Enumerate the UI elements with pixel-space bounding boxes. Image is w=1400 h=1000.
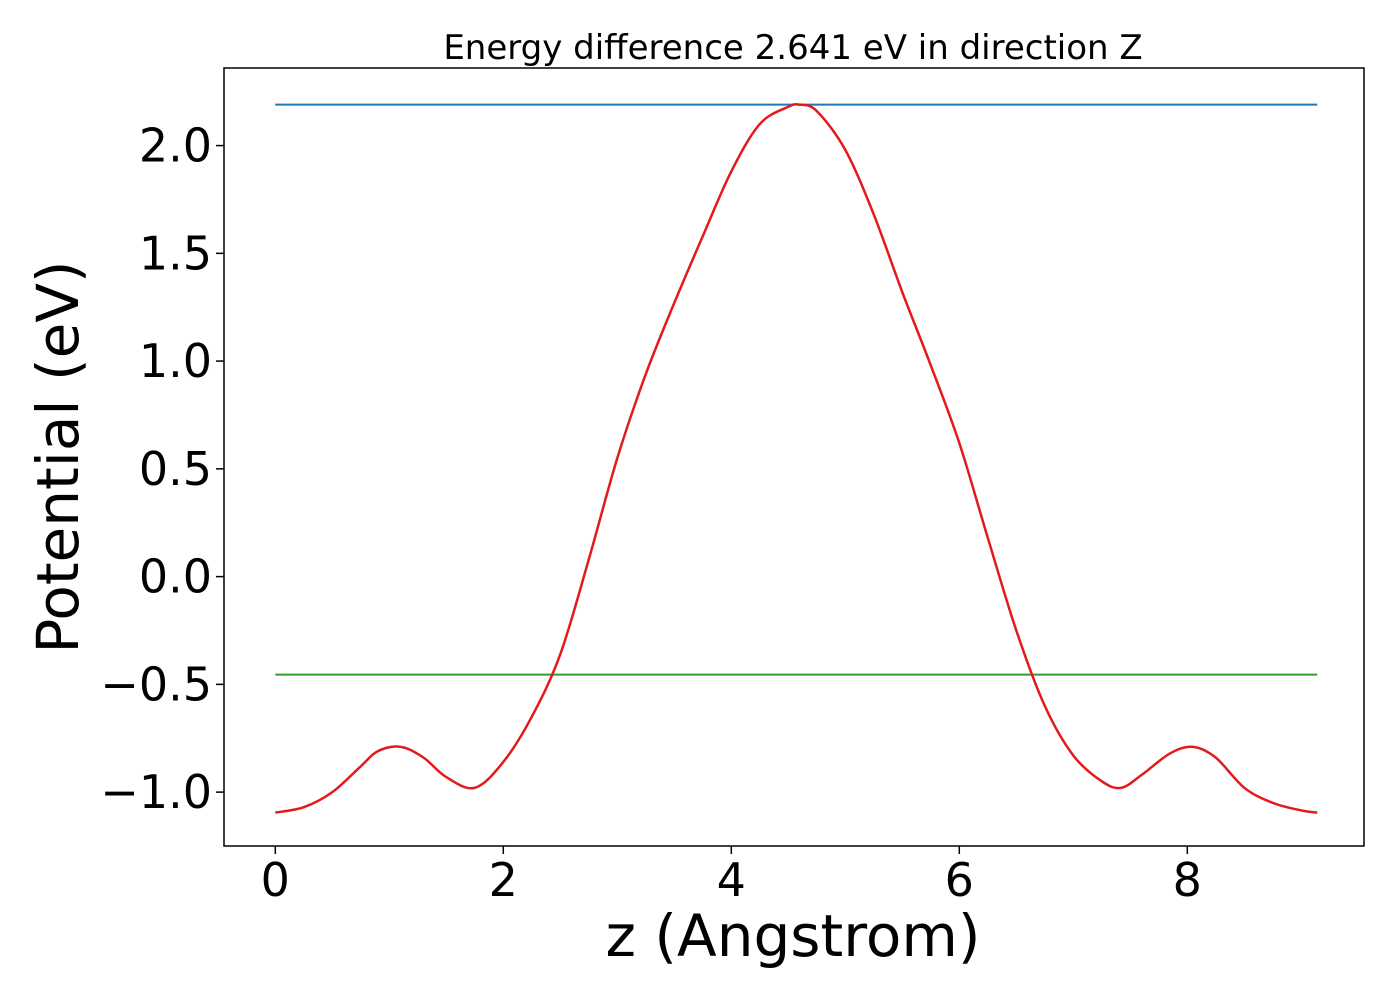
x-tick-label: 8 xyxy=(1173,853,1202,907)
y-tick-label: 2.0 xyxy=(139,119,212,173)
chart-title: Energy difference 2.641 eV in direction … xyxy=(443,28,1142,68)
series-layer xyxy=(275,102,1318,814)
y-tick-label: 1.5 xyxy=(139,226,212,280)
series-line-2 xyxy=(275,102,1318,814)
x-axis-label: z (Angstrom) xyxy=(606,902,981,970)
x-tick-label: 2 xyxy=(489,853,518,907)
y-tick-label: −0.5 xyxy=(100,657,212,711)
y-axis-label: Potential (eV) xyxy=(24,260,92,653)
y-tick-label: 1.0 xyxy=(139,334,212,388)
plot-area xyxy=(223,67,1365,847)
x-tick-label: 0 xyxy=(261,853,290,907)
x-tick-label: 4 xyxy=(717,853,746,907)
y-axis: −1.0 −0.5 0.0 0.5 1.0 1.5 2.0 xyxy=(100,119,224,819)
y-tick-label: 0.5 xyxy=(139,442,212,496)
x-tick-label: 6 xyxy=(945,853,974,907)
y-tick-label: −1.0 xyxy=(100,765,212,819)
plot-frame xyxy=(223,67,1365,847)
x-axis: 0 2 4 6 8 xyxy=(261,846,1202,907)
y-tick-label: 0.0 xyxy=(139,550,212,604)
